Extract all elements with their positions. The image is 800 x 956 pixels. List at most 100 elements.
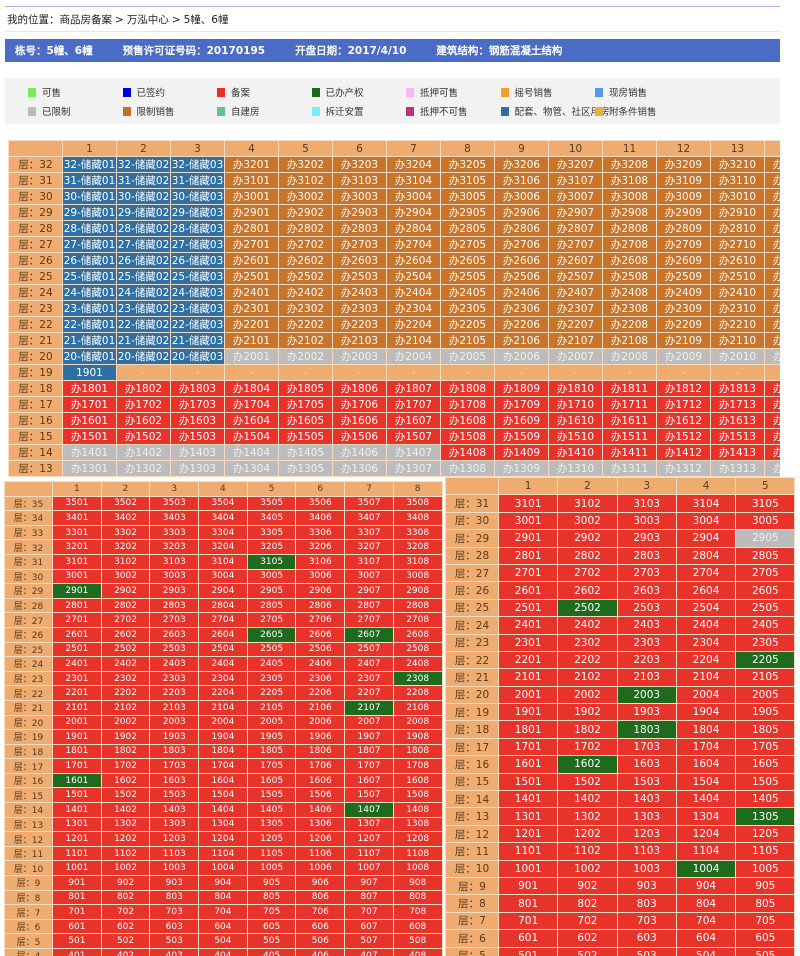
unit-cell[interactable]: 办2702 <box>278 236 333 253</box>
unit-cell[interactable]: 办3002 <box>278 188 333 205</box>
unit-cell[interactable]: 1603 <box>149 772 200 789</box>
unit-cell[interactable]: 605 <box>246 918 297 935</box>
unit-cell[interactable]: 3104 <box>675 494 737 513</box>
unit-cell[interactable]: 2403 <box>149 656 200 672</box>
unit-cell[interactable]: 办1314 <box>764 460 780 477</box>
unit-cell[interactable]: 3208 <box>392 539 443 555</box>
unit-cell[interactable]: 2002 <box>100 714 151 731</box>
unit-cell[interactable]: 3505 <box>246 495 297 512</box>
unit-cell[interactable]: 办2102 <box>278 332 333 349</box>
unit-cell[interactable]: 办2209 <box>656 316 711 333</box>
unit-cell[interactable]: 2408 <box>392 656 443 672</box>
unit-cell[interactable]: 1106 <box>295 845 346 862</box>
unit-cell[interactable]: 办2910 <box>710 204 765 221</box>
unit-cell[interactable]: 1206 <box>295 831 346 847</box>
unit-cell[interactable]: 603 <box>149 918 200 935</box>
unit-cell[interactable]: 3508 <box>392 495 443 512</box>
unit-cell[interactable]: 3002 <box>557 511 618 531</box>
unit-cell[interactable]: 2304 <box>675 633 737 652</box>
unit-cell[interactable]: 702 <box>557 911 618 931</box>
unit-cell[interactable]: 2504 <box>198 641 248 658</box>
unit-cell[interactable]: 2101 <box>52 699 102 716</box>
unit-cell[interactable]: 3002 <box>100 568 151 585</box>
unit-cell[interactable]: 1008 <box>392 860 443 877</box>
unit-cell[interactable]: 2701 <box>52 612 102 628</box>
unit-cell[interactable]: 2502 <box>100 641 151 658</box>
unit-cell[interactable]: 2102 <box>557 668 618 687</box>
unit-cell[interactable]: 1101 <box>52 845 102 862</box>
unit-cell[interactable]: 3106 <box>295 553 346 570</box>
unit-cell[interactable]: 507 <box>344 933 394 949</box>
unit-cell[interactable]: 办2905 <box>440 204 495 221</box>
unit-cell[interactable]: 办2009 <box>656 348 711 365</box>
unit-cell[interactable]: 25-储藏02 <box>116 268 171 285</box>
unit-cell[interactable]: 办1608 <box>440 412 495 429</box>
unit-cell[interactable]: 办2807 <box>548 220 603 237</box>
unit-cell[interactable]: 办1409 <box>494 444 549 461</box>
unit-cell[interactable]: 2603 <box>616 581 677 600</box>
unit-cell[interactable]: 办1410 <box>548 444 603 461</box>
unit-cell[interactable]: 3006 <box>295 568 346 585</box>
unit-cell[interactable]: 1907 <box>344 729 394 745</box>
unit-cell[interactable]: 2201 <box>52 685 102 701</box>
unit-cell[interactable]: 办1305 <box>278 460 333 477</box>
unit-cell[interactable]: 901 <box>497 876 559 896</box>
unit-cell[interactable]: 3102 <box>100 553 151 570</box>
unit-cell[interactable]: 804 <box>198 889 248 906</box>
unit-cell[interactable]: 3004 <box>675 511 737 531</box>
unit-cell[interactable]: 办1502 <box>116 428 171 445</box>
unit-cell[interactable]: 办2908 <box>602 204 657 221</box>
unit-cell[interactable]: 办2301 <box>224 300 279 317</box>
unit-cell[interactable]: 办2410 <box>710 284 765 301</box>
unit-cell[interactable]: 1201 <box>497 824 559 844</box>
unit-cell[interactable]: 3407 <box>344 510 394 526</box>
unit-cell[interactable]: 804 <box>675 894 737 913</box>
unit-cell[interactable]: 办1806 <box>332 380 387 397</box>
unit-cell[interactable]: 25-储藏01 <box>62 268 117 285</box>
unit-cell[interactable]: 27-储藏02 <box>116 236 171 253</box>
unit-cell[interactable]: 703 <box>149 904 200 920</box>
unit-cell[interactable]: 1804 <box>198 743 248 760</box>
unit-cell[interactable]: 办3209 <box>656 156 711 173</box>
unit-cell[interactable]: 办1414 <box>764 444 780 461</box>
unit-cell[interactable]: 1604 <box>675 755 737 774</box>
unit-cell[interactable]: 办3201 <box>224 156 279 173</box>
unit-cell[interactable]: 2404 <box>675 616 737 635</box>
unit-cell[interactable]: 办2107 <box>548 332 603 349</box>
unit-cell[interactable]: 办1407 <box>386 444 441 461</box>
unit-cell[interactable]: 办3211 <box>764 156 780 173</box>
unit-cell[interactable]: 办2705 <box>440 236 495 253</box>
unit-cell[interactable]: 21-储藏03 <box>170 332 225 349</box>
unit-cell[interactable]: 办2105 <box>440 332 495 349</box>
unit-cell[interactable]: 办2406 <box>494 284 549 301</box>
unit-cell[interactable]: 1805 <box>246 743 297 760</box>
unit-cell[interactable]: 办2607 <box>548 252 603 269</box>
unit-cell[interactable]: 办1408 <box>440 444 495 461</box>
unit-cell[interactable]: 2605 <box>735 581 795 600</box>
unit-cell[interactable]: 办2006 <box>494 348 549 365</box>
unit-cell[interactable]: 办2309 <box>656 300 711 317</box>
unit-cell[interactable]: 808 <box>392 889 443 906</box>
unit-cell[interactable]: 办2308 <box>602 300 657 317</box>
unit-cell[interactable]: 1102 <box>100 845 151 862</box>
unit-cell[interactable]: 407 <box>344 948 394 956</box>
unit-cell[interactable]: 办2005 <box>440 348 495 365</box>
unit-cell[interactable]: 2303 <box>149 670 200 687</box>
unit-cell[interactable]: 2205 <box>246 685 297 701</box>
unit-cell[interactable]: 1603 <box>616 755 677 774</box>
unit-cell[interactable]: 办2404 <box>386 284 441 301</box>
unit-cell[interactable]: 办3207 <box>548 156 603 173</box>
unit-cell[interactable]: 办2711 <box>764 236 780 253</box>
unit-cell[interactable]: 1901 <box>62 364 117 381</box>
unit-cell[interactable]: 2802 <box>100 597 151 614</box>
unit-cell[interactable]: 办2902 <box>278 204 333 221</box>
unit-cell[interactable]: 办1306 <box>332 460 387 477</box>
unit-cell[interactable]: 办2809 <box>656 220 711 237</box>
unit-cell[interactable]: 1103 <box>616 842 677 861</box>
unit-cell[interactable]: 1205 <box>246 831 297 847</box>
unit-cell[interactable]: 办1307 <box>386 460 441 477</box>
unit-cell[interactable]: 3001 <box>52 568 102 585</box>
unit-cell[interactable]: 2602 <box>557 581 618 600</box>
unit-cell[interactable]: 1207 <box>344 831 394 847</box>
unit-cell[interactable]: 办2509 <box>656 268 711 285</box>
